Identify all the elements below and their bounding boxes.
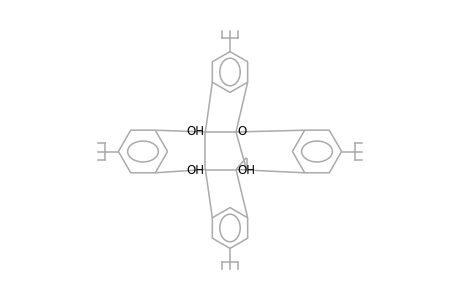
Text: O: O bbox=[236, 124, 246, 138]
Text: OH: OH bbox=[186, 124, 204, 138]
Text: OH: OH bbox=[186, 164, 204, 177]
Text: OH: OH bbox=[236, 164, 254, 177]
